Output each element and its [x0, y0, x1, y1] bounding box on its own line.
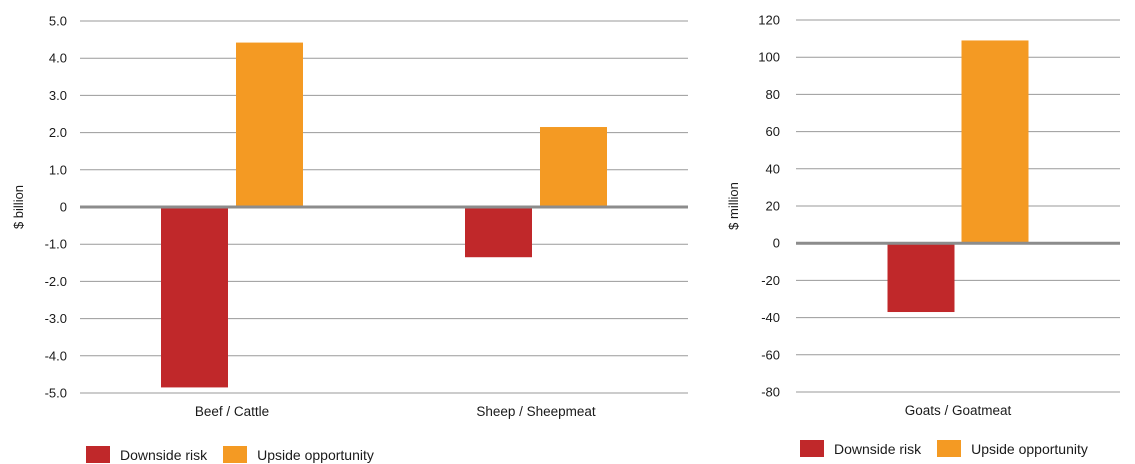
legend-swatch-upside	[223, 446, 248, 463]
y-tick-label: -5.0	[45, 386, 67, 401]
legend-label-downside: Downside risk	[120, 446, 208, 463]
y-tick-label: -20	[761, 273, 780, 288]
bar-upside	[236, 42, 303, 207]
y-tick-label: -2.0	[45, 274, 67, 289]
y-tick-label: 0	[60, 200, 67, 215]
chart-left: 5.0 4.0 3.0 2.0 1.0 0 -1.0 -2.0 -3.0 -4.0 -5.0 Beef…	[11, 14, 688, 419]
legend-swatch-upside	[937, 440, 962, 457]
legend-label-upside: Upside opportunity	[971, 440, 1088, 457]
bar-downside	[465, 207, 532, 258]
y-axis-label: $ million	[726, 182, 741, 230]
chart-right: 120 100 80 60 40 20 0 -20 -40 -60 -80 Goats / Goatm…	[726, 13, 1120, 418]
y-tick-label: -3.0	[45, 311, 67, 326]
y-tick-label: 60	[766, 124, 780, 139]
legend-item-upside: Upside opportunity	[223, 446, 374, 463]
legend-swatch-downside	[800, 440, 824, 457]
legend-swatch-downside	[86, 446, 110, 463]
legend-item-downside: Downside risk	[800, 440, 921, 457]
x-category-label: Goats / Goatmeat	[905, 403, 1012, 418]
y-tick-label: 40	[766, 161, 780, 176]
y-tick-label: -80	[761, 385, 780, 400]
bar-downside	[161, 207, 228, 388]
legend-right: Downside risk Upside opportunity	[800, 440, 1104, 457]
y-tick-label: 2.0	[49, 125, 67, 140]
legend-label-upside: Upside opportunity	[257, 446, 374, 463]
legend-item-upside: Upside opportunity	[937, 440, 1088, 457]
x-category-label: Beef / Cattle	[195, 404, 269, 419]
y-tick-label: 1.0	[49, 162, 67, 177]
bar-upside	[540, 127, 607, 207]
bar-upside	[961, 40, 1029, 244]
y-tick-label: 5.0	[49, 14, 67, 29]
y-tick-label: 120	[758, 13, 780, 28]
y-tick-label: 20	[766, 199, 780, 214]
bar-downside	[887, 243, 955, 313]
y-tick-label: 3.0	[49, 88, 67, 103]
y-tick-label: -40	[761, 310, 780, 325]
y-axis-label: $ billion	[11, 185, 26, 229]
y-tick-label: -60	[761, 347, 780, 362]
legend-left: Downside risk Upside opportunity	[86, 446, 390, 463]
y-tick-label: -4.0	[45, 348, 67, 363]
x-category-label: Sheep / Sheepmeat	[476, 404, 596, 419]
y-tick-label: 0	[773, 236, 780, 251]
y-tick-label: 80	[766, 87, 780, 102]
y-tick-label: -1.0	[45, 237, 67, 252]
y-tick-label: 100	[758, 50, 780, 65]
legend-label-downside: Downside risk	[834, 440, 922, 457]
y-tick-label: 4.0	[49, 51, 67, 66]
legend-item-downside: Downside risk	[86, 446, 207, 463]
